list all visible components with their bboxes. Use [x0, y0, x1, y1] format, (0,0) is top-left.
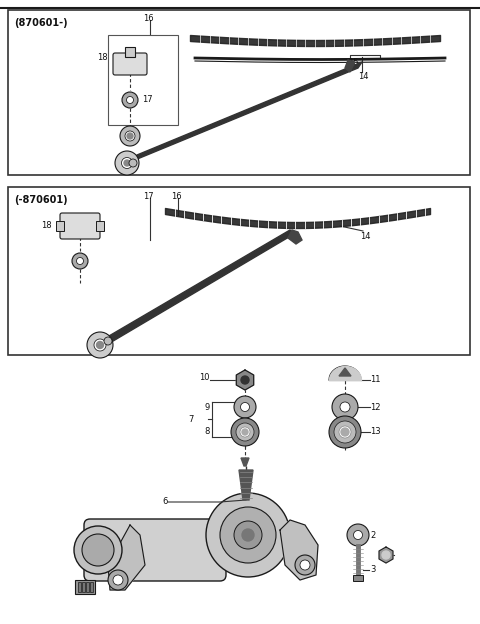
Circle shape: [121, 157, 132, 168]
Text: 8: 8: [204, 427, 210, 437]
Bar: [82, 582, 85, 592]
Circle shape: [341, 428, 349, 436]
Text: (870601-): (870601-): [14, 18, 68, 28]
Circle shape: [72, 253, 88, 269]
Circle shape: [240, 427, 250, 437]
Circle shape: [231, 418, 259, 446]
Circle shape: [115, 151, 139, 175]
Text: 14: 14: [358, 72, 369, 81]
Circle shape: [94, 339, 106, 351]
Text: 16: 16: [143, 14, 153, 23]
Text: 7: 7: [189, 414, 194, 424]
Polygon shape: [345, 60, 355, 72]
Circle shape: [332, 394, 358, 420]
Text: 9: 9: [205, 402, 210, 411]
Circle shape: [122, 92, 138, 108]
Bar: [90, 582, 93, 592]
Circle shape: [125, 131, 135, 141]
Text: 12: 12: [370, 402, 381, 411]
Polygon shape: [239, 470, 253, 500]
Circle shape: [82, 534, 114, 566]
FancyBboxPatch shape: [113, 53, 147, 75]
Bar: [108, 35, 178, 125]
Polygon shape: [379, 547, 393, 563]
Text: (-870601): (-870601): [14, 195, 68, 205]
Polygon shape: [130, 62, 362, 162]
Polygon shape: [280, 520, 318, 580]
Bar: [353, 575, 363, 581]
Text: 4: 4: [383, 550, 388, 560]
Circle shape: [74, 526, 122, 574]
Bar: [75, 580, 95, 594]
Circle shape: [236, 423, 254, 441]
Circle shape: [113, 575, 123, 585]
Circle shape: [340, 402, 350, 412]
Circle shape: [329, 416, 361, 448]
Circle shape: [242, 529, 254, 541]
Text: 6: 6: [162, 497, 168, 507]
Polygon shape: [108, 525, 145, 590]
Circle shape: [127, 97, 133, 104]
Circle shape: [87, 332, 113, 358]
Circle shape: [334, 421, 356, 443]
Circle shape: [234, 521, 262, 549]
Bar: [96, 221, 104, 231]
Text: 15: 15: [348, 58, 359, 67]
Circle shape: [220, 507, 276, 563]
Bar: [125, 47, 135, 57]
Circle shape: [124, 160, 130, 166]
Circle shape: [339, 426, 351, 438]
Circle shape: [129, 159, 137, 167]
Circle shape: [353, 530, 362, 540]
Text: 16: 16: [171, 192, 181, 201]
Circle shape: [241, 429, 249, 436]
Circle shape: [120, 126, 140, 146]
Text: 18: 18: [97, 52, 108, 62]
Text: 11: 11: [370, 376, 381, 384]
Polygon shape: [339, 368, 351, 376]
Circle shape: [96, 341, 104, 348]
Circle shape: [127, 133, 133, 139]
Circle shape: [206, 493, 290, 577]
Circle shape: [241, 376, 249, 384]
Text: 13: 13: [370, 427, 381, 437]
Text: 2: 2: [370, 530, 375, 540]
Bar: [86, 582, 89, 592]
Circle shape: [341, 428, 349, 436]
FancyBboxPatch shape: [84, 519, 226, 581]
Circle shape: [347, 524, 369, 546]
Text: 17: 17: [142, 95, 153, 104]
Circle shape: [382, 551, 390, 559]
Text: 14: 14: [360, 232, 371, 241]
Circle shape: [240, 402, 250, 411]
FancyBboxPatch shape: [60, 213, 100, 239]
Bar: [8, 10, 470, 175]
Circle shape: [108, 570, 128, 590]
Circle shape: [104, 337, 112, 345]
Circle shape: [295, 555, 315, 575]
Text: 17: 17: [143, 192, 153, 201]
Circle shape: [300, 560, 310, 570]
Circle shape: [76, 258, 84, 265]
Circle shape: [234, 396, 256, 418]
Text: 3: 3: [370, 565, 375, 575]
Circle shape: [242, 429, 248, 435]
Bar: [8, 187, 470, 355]
Polygon shape: [97, 230, 294, 347]
Text: 18: 18: [41, 222, 52, 230]
Polygon shape: [288, 230, 302, 244]
Bar: [78, 582, 81, 592]
Bar: [56, 221, 64, 231]
Polygon shape: [236, 370, 253, 390]
Text: 10: 10: [200, 374, 210, 383]
Polygon shape: [241, 458, 249, 466]
